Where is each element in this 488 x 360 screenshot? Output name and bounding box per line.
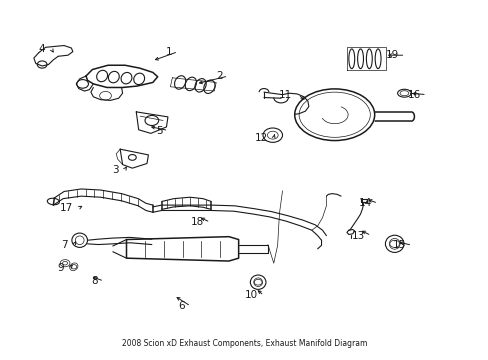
Text: 11: 11 (279, 90, 292, 100)
Text: 19: 19 (386, 50, 399, 60)
Text: 12: 12 (254, 133, 267, 143)
Text: 1: 1 (165, 46, 172, 57)
Text: 17: 17 (60, 203, 73, 213)
Text: 18: 18 (191, 217, 204, 227)
Text: 10: 10 (244, 291, 258, 301)
Text: 3: 3 (112, 165, 119, 175)
Text: 2: 2 (216, 71, 222, 81)
Text: 5: 5 (156, 126, 162, 135)
Text: 14: 14 (358, 198, 371, 208)
Text: 13: 13 (351, 231, 365, 240)
Text: 15: 15 (392, 240, 406, 250)
Text: 16: 16 (407, 90, 420, 100)
Text: 6: 6 (178, 301, 184, 311)
Text: 8: 8 (91, 276, 98, 286)
Text: 4: 4 (39, 44, 45, 54)
Text: 2008 Scion xD Exhaust Components, Exhaust Manifold Diagram: 2008 Scion xD Exhaust Components, Exhaus… (122, 339, 366, 348)
Text: 9: 9 (58, 263, 64, 273)
Text: 7: 7 (61, 240, 68, 250)
